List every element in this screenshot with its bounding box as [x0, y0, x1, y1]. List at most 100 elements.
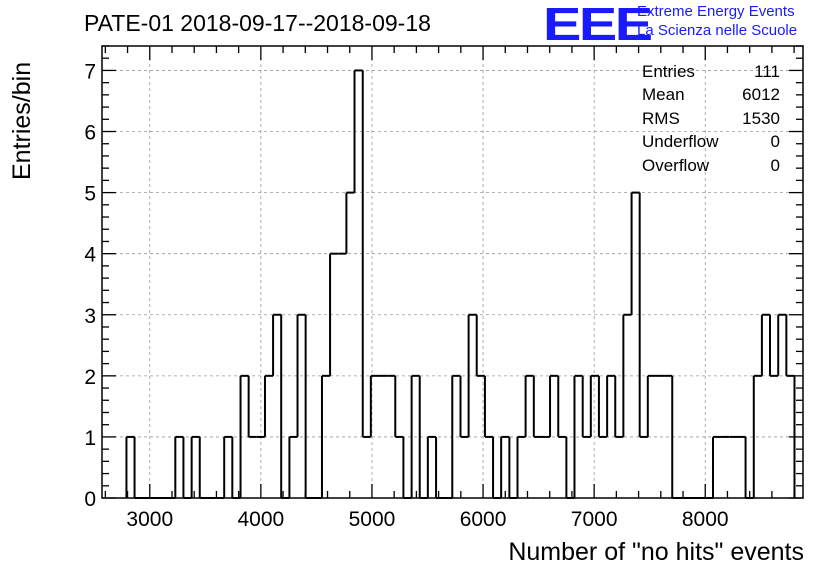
stat-underflow-value: 0 [770, 132, 780, 152]
histogram-bin [622, 313, 632, 437]
stat-underflow-label: Underflow [642, 132, 719, 152]
histogram-bin [247, 375, 257, 438]
x-axis-label: Number of "no hits" events [508, 538, 804, 566]
stat-rms-label: RMS [642, 108, 680, 128]
stats-box: Entries 111 Mean 6012 RMS 1530 Underflow… [642, 60, 780, 177]
histogram-bin [329, 252, 339, 376]
stat-overflow: Overflow 0 [642, 154, 780, 177]
logo-caption: Extreme Energy Events La Scienza nelle S… [637, 2, 797, 40]
histogram-bin [410, 374, 420, 498]
histogram-bin [549, 374, 559, 437]
histogram-bin [475, 314, 485, 377]
histogram-bin [467, 313, 477, 437]
histogram-bin [361, 70, 371, 438]
histogram-bin [402, 436, 412, 499]
y-tick-label: 3 [84, 305, 96, 328]
axis-ticks [102, 45, 803, 499]
axis-tick-labels: 3000 4000 5000 6000 7000 8000 0 1 2 3 4 5 6 7 [84, 60, 728, 531]
histogram-bin [459, 375, 469, 438]
histogram-bin [777, 313, 787, 376]
stat-mean-value: 6012 [742, 85, 780, 105]
histogram-bin [320, 374, 331, 498]
histogram-bin [508, 436, 518, 499]
stat-entries-label: Entries [642, 62, 695, 81]
x-tick-label: 5000 [349, 508, 396, 531]
histogram-bin [133, 436, 143, 499]
histogram-bin [614, 375, 624, 438]
x-tick-label: 3000 [126, 508, 173, 531]
histogram-bin [606, 374, 616, 437]
histogram-bin [288, 435, 298, 498]
histogram-bin [174, 435, 184, 498]
histogram-bin [630, 191, 640, 315]
histogram-bin [557, 375, 567, 438]
histogram-bin [369, 374, 379, 437]
histogram-bin [565, 436, 575, 499]
stat-entries: Entries 111 [642, 60, 780, 83]
histogram-bin [597, 375, 608, 438]
histogram-bin [353, 69, 363, 193]
histogram-bin [589, 374, 599, 437]
stat-rms-value: 1530 [742, 108, 780, 128]
histogram-bin [638, 192, 648, 438]
histogram-bin [394, 375, 404, 438]
histogram-bin [223, 435, 233, 498]
y-tick-label: 6 [84, 122, 96, 145]
stat-entries-value: 111 [754, 62, 780, 81]
histogram-bin [712, 435, 722, 498]
histogram-bin [272, 313, 282, 376]
histogram-bin [581, 375, 591, 438]
histogram-bin [492, 436, 502, 499]
stat-overflow-label: Overflow [642, 155, 710, 175]
histogram-bin [500, 435, 510, 498]
y-tick-label: 2 [84, 366, 96, 389]
histogram-bin [524, 374, 534, 437]
histogram-bin [304, 314, 314, 499]
x-tick-label: 7000 [571, 508, 618, 531]
y-tick-label: 1 [84, 427, 96, 450]
stat-underflow: Underflow 0 [642, 130, 780, 153]
histogram-bin [760, 313, 771, 376]
histogram-bin [483, 375, 494, 438]
histogram-bin [744, 436, 754, 499]
histogram-bin [573, 374, 583, 498]
grid-lines [102, 46, 803, 498]
histogram-bin [451, 374, 461, 498]
histogram-bin [125, 435, 135, 498]
histogram-bin [435, 436, 445, 499]
histogram-bin [516, 435, 526, 498]
histogram-bin [182, 436, 192, 499]
histogram-bin [190, 435, 200, 498]
logo-line-2: La Scienza nelle Scuole [637, 22, 798, 39]
x-tick-label: 6000 [460, 508, 507, 531]
histogram-bin [231, 436, 241, 499]
histogram-bin [198, 436, 208, 499]
histogram-bin [345, 191, 355, 254]
x-tick-label: 4000 [238, 508, 285, 531]
histogram-bin [532, 375, 542, 438]
histogram-bin [769, 314, 779, 377]
stat-rms: RMS 1530 [642, 107, 780, 130]
y-axis-label: Entries/bin [8, 61, 36, 180]
x-tick-label: 8000 [682, 508, 729, 531]
y-tick-label: 7 [84, 60, 96, 83]
stat-mean-label: Mean [642, 85, 685, 105]
chart-title: PATE-01 2018-09-17--2018-09-18 [84, 10, 431, 36]
stat-mean: Mean 6012 [642, 83, 780, 106]
histogram-bin [263, 374, 274, 437]
y-tick-label: 0 [84, 488, 96, 511]
eee-logo: EEE [543, 0, 653, 50]
histogram-bin [785, 314, 796, 498]
histogram-bin [426, 435, 436, 498]
histogram-bin [752, 374, 762, 498]
histogram-bin [239, 374, 249, 498]
histogram-bin [296, 313, 306, 437]
logo-line-1: Extreme Energy Events [637, 3, 795, 20]
y-tick-label: 5 [84, 183, 96, 206]
histogram-bin [646, 374, 656, 437]
y-tick-label: 4 [84, 244, 96, 267]
histogram-bin [280, 314, 290, 499]
stat-overflow-value: 0 [770, 155, 780, 175]
plot-frame [101, 45, 804, 499]
